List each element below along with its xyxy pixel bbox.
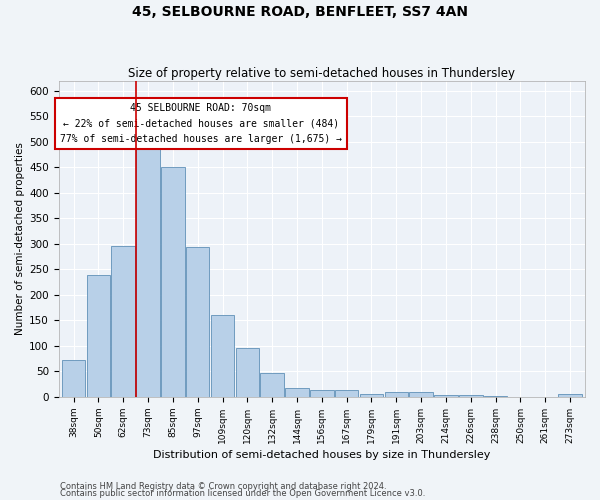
Text: 45, SELBOURNE ROAD, BENFLEET, SS7 4AN: 45, SELBOURNE ROAD, BENFLEET, SS7 4AN bbox=[132, 5, 468, 19]
Bar bbox=[459, 396, 482, 397]
Bar bbox=[385, 392, 408, 397]
Bar bbox=[211, 316, 234, 397]
X-axis label: Distribution of semi-detached houses by size in Thundersley: Distribution of semi-detached houses by … bbox=[153, 450, 491, 460]
Bar bbox=[62, 360, 85, 397]
Bar bbox=[310, 390, 334, 397]
Y-axis label: Number of semi-detached properties: Number of semi-detached properties bbox=[15, 142, 25, 336]
Bar bbox=[186, 248, 209, 397]
Bar bbox=[484, 396, 508, 397]
Bar bbox=[409, 392, 433, 397]
Text: 45 SELBOURNE ROAD: 70sqm
← 22% of semi-detached houses are smaller (484)
77% of : 45 SELBOURNE ROAD: 70sqm ← 22% of semi-d… bbox=[60, 103, 342, 144]
Bar bbox=[335, 390, 358, 397]
Text: Contains public sector information licensed under the Open Government Licence v3: Contains public sector information licen… bbox=[60, 489, 425, 498]
Bar bbox=[112, 246, 135, 397]
Bar bbox=[86, 274, 110, 397]
Bar bbox=[161, 168, 185, 397]
Bar bbox=[285, 388, 309, 397]
Bar bbox=[236, 348, 259, 397]
Bar bbox=[260, 373, 284, 397]
Title: Size of property relative to semi-detached houses in Thundersley: Size of property relative to semi-detach… bbox=[128, 66, 515, 80]
Text: Contains HM Land Registry data © Crown copyright and database right 2024.: Contains HM Land Registry data © Crown c… bbox=[60, 482, 386, 491]
Bar bbox=[136, 148, 160, 397]
Bar bbox=[434, 396, 458, 397]
Bar bbox=[359, 394, 383, 397]
Bar bbox=[559, 394, 582, 397]
